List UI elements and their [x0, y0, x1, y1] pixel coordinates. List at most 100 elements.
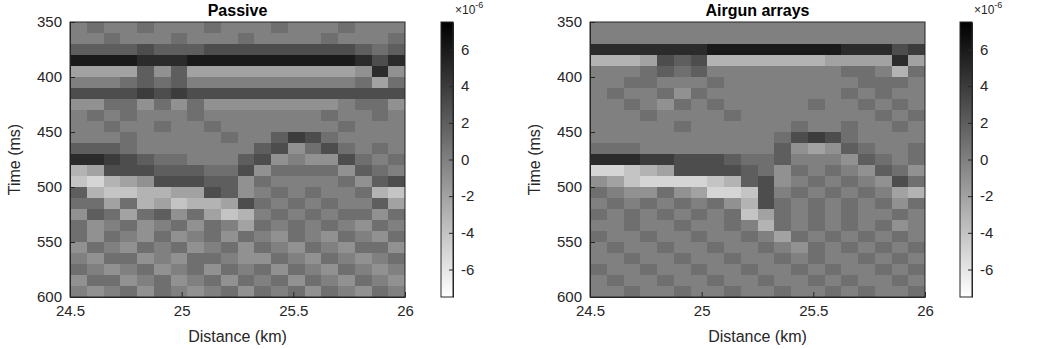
cell — [288, 187, 305, 199]
cell — [707, 110, 724, 122]
cell — [187, 198, 204, 210]
cell — [724, 176, 741, 188]
cell — [908, 88, 925, 100]
cell — [590, 143, 607, 155]
cell — [707, 187, 724, 199]
cell — [305, 275, 322, 287]
cell — [607, 66, 624, 78]
cell — [70, 88, 87, 100]
cell — [87, 66, 104, 78]
cell — [171, 143, 188, 155]
cell — [204, 176, 221, 188]
tick: 26 — [397, 292, 414, 319]
cell — [154, 264, 171, 276]
cell — [372, 253, 389, 265]
cell — [707, 33, 724, 45]
cell — [338, 253, 355, 265]
cell — [137, 22, 154, 34]
cell — [908, 121, 925, 133]
cell — [607, 55, 624, 67]
cell — [808, 165, 825, 177]
cell — [104, 44, 121, 56]
cell — [741, 88, 758, 100]
cell — [321, 275, 338, 287]
cell — [305, 121, 322, 133]
cell — [305, 33, 322, 45]
cell — [87, 253, 104, 265]
cell — [841, 209, 858, 221]
cell — [590, 99, 607, 111]
cell — [254, 286, 271, 297]
tick: -4 — [449, 224, 474, 241]
cell — [758, 176, 775, 188]
cell — [388, 154, 405, 166]
cell — [372, 220, 389, 232]
cell — [724, 143, 741, 155]
cell — [70, 176, 87, 188]
cell — [724, 121, 741, 133]
cell — [808, 66, 825, 78]
cell — [254, 44, 271, 56]
cell — [204, 264, 221, 276]
cell — [154, 275, 171, 287]
cell — [254, 176, 271, 188]
cell — [624, 253, 641, 265]
tick-label: 25.5 — [279, 302, 308, 319]
cell — [254, 231, 271, 243]
cell — [338, 88, 355, 100]
cell — [187, 242, 204, 254]
cell — [204, 77, 221, 89]
cell — [875, 55, 892, 67]
tick-mark — [182, 292, 183, 297]
cell — [691, 143, 708, 155]
cell — [808, 143, 825, 155]
cell — [137, 44, 154, 56]
cell — [774, 44, 791, 56]
tick-mark — [70, 187, 75, 188]
cell — [271, 275, 288, 287]
cell — [87, 55, 104, 67]
cell — [238, 77, 255, 89]
cell — [70, 154, 87, 166]
cell — [590, 231, 607, 243]
cell — [707, 66, 724, 78]
cell — [238, 286, 255, 297]
cell — [104, 286, 121, 297]
cell — [372, 55, 389, 67]
cell — [305, 55, 322, 67]
cell — [707, 176, 724, 188]
cell — [154, 286, 171, 297]
colorbar-scale-exponent: -6 — [994, 0, 1002, 10]
cell — [388, 88, 405, 100]
cell — [841, 198, 858, 210]
cell — [724, 132, 741, 144]
cell — [624, 33, 641, 45]
cell — [104, 198, 121, 210]
cell — [724, 253, 741, 265]
cell — [808, 99, 825, 111]
tick-mark — [968, 86, 972, 87]
cell — [892, 22, 909, 34]
tick-label: 6 — [980, 41, 988, 58]
cell — [221, 220, 238, 232]
cell — [120, 143, 137, 155]
cell — [372, 77, 389, 89]
cell — [305, 209, 322, 221]
colorbar-scale-base: ×10 — [455, 3, 476, 17]
cell — [624, 132, 641, 144]
cell — [372, 154, 389, 166]
cell — [674, 154, 691, 166]
tick: 6 — [449, 41, 469, 58]
cell — [657, 77, 674, 89]
cell — [908, 165, 925, 177]
cell — [338, 231, 355, 243]
cell — [221, 275, 238, 287]
tick-mark — [968, 160, 972, 161]
cell — [791, 22, 808, 34]
cell — [758, 110, 775, 122]
tick-mark — [968, 270, 972, 271]
cell — [657, 154, 674, 166]
cell — [87, 154, 104, 166]
tick-mark — [968, 196, 972, 197]
cell — [691, 99, 708, 111]
